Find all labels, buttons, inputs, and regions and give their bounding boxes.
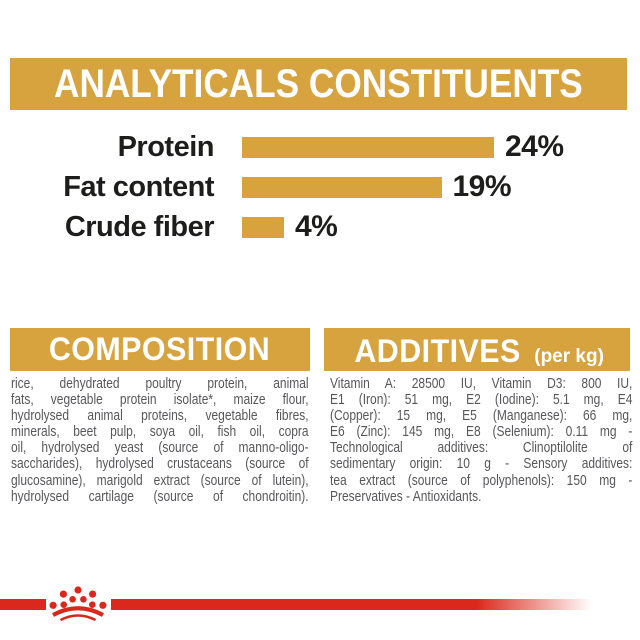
additives-title-group: ADDITIVES (per kg) bbox=[350, 333, 604, 370]
text-line: sedimentary origin: 10 g - Sensory addit… bbox=[330, 455, 633, 473]
analytical-constituents-banner: ANALYTICALS CONSTITUENTS bbox=[10, 58, 627, 110]
text-line: Vitamin A: 28500 IU, Vitamin D3: 800 IU, bbox=[330, 375, 633, 392]
chart-bar bbox=[242, 136, 494, 158]
royal-canin-crown-icon bbox=[49, 586, 107, 622]
text-line: Preservatives - Antioxidants. bbox=[330, 487, 482, 505]
text-line: fats, vegetable protein isolate*, maize … bbox=[11, 391, 309, 409]
chart-value-label: 4% bbox=[295, 210, 338, 243]
analytical-constituents-title: ANALYTICALS CONSTITUENTS bbox=[54, 61, 583, 106]
additives-per-kg-label: (per kg) bbox=[534, 346, 604, 367]
chart-row: Protein 24% bbox=[0, 127, 640, 167]
chart-value-label: 24% bbox=[505, 130, 564, 163]
chart-category-label: Crude fiber bbox=[64, 210, 215, 243]
chart-value-label: 19% bbox=[452, 170, 512, 203]
chart-bar bbox=[242, 176, 442, 198]
chart-row: Fat content 19% bbox=[0, 167, 640, 207]
additives-title: ADDITIVES bbox=[354, 333, 521, 369]
footer-stripe-left bbox=[0, 599, 46, 610]
text-line: glucosamine), marigold extract (source o… bbox=[11, 471, 309, 489]
text-line: E6 (Zinc): 145 mg, E8 (Selenium): 0.11 m… bbox=[330, 423, 633, 441]
composition-lines: rice, dehydrated poultry protein, animal… bbox=[11, 375, 309, 505]
text-line: minerals, beet pulp, soya oil, fish oil,… bbox=[11, 423, 309, 441]
composition-text-block: rice, dehydrated poultry protein, animal… bbox=[11, 375, 383, 505]
chart-bar bbox=[242, 216, 284, 238]
chart-category-label: Protein bbox=[117, 130, 215, 163]
text-line: E1 (Iron): 51 mg, E2 (Iodine): 5.1 mg, E… bbox=[330, 391, 633, 409]
text-line: rice, dehydrated poultry protein, animal bbox=[11, 375, 309, 392]
chart-row: Crude fiber 4% bbox=[0, 207, 640, 247]
composition-title: COMPOSITION bbox=[49, 331, 271, 367]
text-line: saccharides), hydrolysed crustaceans (so… bbox=[11, 455, 309, 473]
chart-category-label: Fat content bbox=[63, 170, 214, 203]
text-line: (Copper): 15 mg, E5 (Manganese): 66 mg, bbox=[330, 407, 633, 425]
additives-text-block: Vitamin A: 28500 IU, Vitamin D3: 800 IU,… bbox=[330, 375, 640, 505]
analytical-chart: Protein 24% Fat content 19% Crude fiber 4% bbox=[0, 127, 640, 247]
additives-banner: ADDITIVES (per kg) bbox=[324, 328, 630, 371]
text-line: hydrolysed cartilage (source of chondroi… bbox=[11, 487, 309, 505]
footer-stripe-right bbox=[111, 599, 592, 610]
additives-lines: Vitamin A: 28500 IU, Vitamin D3: 800 IU,… bbox=[330, 375, 633, 505]
text-line: Technological additives: Clinoptilolite … bbox=[330, 439, 633, 457]
text-line: oil, hydrolysed yeast (source of manno-o… bbox=[11, 439, 309, 457]
text-line: hydrolysed animal proteins, vegetable fi… bbox=[11, 407, 309, 425]
text-line: tea extract (source of polyphenols): 150… bbox=[330, 471, 633, 489]
composition-banner: COMPOSITION bbox=[10, 328, 310, 371]
